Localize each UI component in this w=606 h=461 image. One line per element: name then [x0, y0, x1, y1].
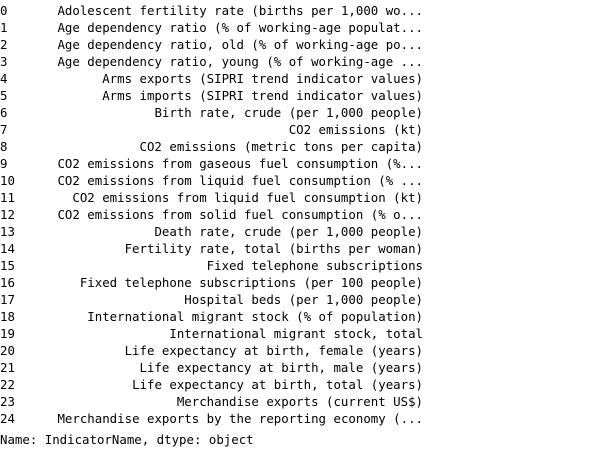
series-row: 6 Birth rate, crude (per 1,000 people) [0, 104, 606, 121]
row-value: Life expectancy at birth, male (years) [139, 360, 423, 375]
row-value: Life expectancy at birth, total (years) [132, 377, 423, 392]
series-row: 7 CO2 emissions (kt) [0, 121, 606, 138]
row-value: Age dependency ratio (% of working-age p… [57, 20, 423, 35]
row-index: 2 [0, 37, 8, 52]
row-value: Hospital beds (per 1,000 people) [184, 292, 423, 307]
row-value: Age dependency ratio, old (% of working-… [57, 37, 423, 52]
row-index: 18 [0, 309, 15, 324]
row-value: CO2 emissions (metric tons per capita) [139, 139, 423, 154]
row-value: Life expectancy at birth, female (years) [124, 343, 423, 358]
series-row: 15 Fixed telephone subscriptions [0, 257, 606, 274]
series-row: 5 Arms imports (SIPRI trend indicator val… [0, 87, 606, 104]
row-index: 3 [0, 54, 8, 69]
series-row: 8 CO2 emissions (metric tons per capita) [0, 138, 606, 155]
row-value: CO2 emissions from solid fuel consumptio… [57, 207, 423, 222]
row-index: 13 [0, 224, 15, 239]
row-index: 8 [0, 139, 8, 154]
row-index: 21 [0, 360, 15, 375]
row-value: International migrant stock (% of popula… [87, 309, 423, 324]
row-index: 0 [0, 3, 8, 18]
series-rows: 0 Adolescent fertility rate (births per 1… [0, 2, 606, 427]
series-row: 2 Age dependency ratio, old (% of working… [0, 36, 606, 53]
row-value: Fertility rate, total (births per woman) [124, 241, 423, 256]
row-value: Birth rate, crude (per 1,000 people) [154, 105, 423, 120]
row-value: CO2 emissions (kt) [288, 122, 423, 137]
row-value: Merchandise exports (current US$) [176, 394, 423, 409]
row-value: Arms exports (SIPRI trend indicator valu… [102, 71, 423, 86]
series-row: 12 CO2 emissions from solid fuel consumpt… [0, 206, 606, 223]
row-index: 5 [0, 88, 8, 103]
series-row: 4 Arms exports (SIPRI trend indicator val… [0, 70, 606, 87]
series-row: 18 International migrant stock (% of popu… [0, 308, 606, 325]
series-row: 19 International migrant stock, total [0, 325, 606, 342]
row-index: 1 [0, 20, 8, 35]
row-value: Merchandise exports by the reporting eco… [57, 411, 423, 426]
row-value: Adolescent fertility rate (births per 1,… [57, 3, 423, 18]
series-row: 14 Fertility rate, total (births per woma… [0, 240, 606, 257]
series-row: 20 Life expectancy at birth, female (year… [0, 342, 606, 359]
row-index: 22 [0, 377, 15, 392]
row-index: 23 [0, 394, 15, 409]
row-index: 19 [0, 326, 15, 341]
row-value: Fixed telephone subscriptions [206, 258, 423, 273]
series-row: 24 Merchandise exports by the reporting e… [0, 410, 606, 427]
series-footer: Name: IndicatorName, dtype: object [0, 432, 254, 447]
series-row: 23 Merchandise exports (current US$) [0, 393, 606, 410]
series-row: 3 Age dependency ratio, young (% of worki… [0, 53, 606, 70]
row-index: 6 [0, 105, 8, 120]
row-value: CO2 emissions from liquid fuel consumpti… [57, 173, 423, 188]
row-value: Arms imports (SIPRI trend indicator valu… [102, 88, 423, 103]
row-value: CO2 emissions from liquid fuel consumpti… [72, 190, 423, 205]
row-value: Fixed telephone subscriptions (per 100 p… [79, 275, 423, 290]
row-index: 20 [0, 343, 15, 358]
row-index: 14 [0, 241, 15, 256]
row-value: Death rate, crude (per 1,000 people) [154, 224, 423, 239]
series-row: 22 Life expectancy at birth, total (years… [0, 376, 606, 393]
row-index: 12 [0, 207, 15, 222]
series-row: 17 Hospital beds (per 1,000 people) [0, 291, 606, 308]
series-row: 21 Life expectancy at birth, male (years) [0, 359, 606, 376]
series-row: 1 Age dependency ratio (% of working-age … [0, 19, 606, 36]
row-index: 7 [0, 122, 8, 137]
series-row: 16 Fixed telephone subscriptions (per 100… [0, 274, 606, 291]
row-index: 4 [0, 71, 8, 86]
series-row: 0 Adolescent fertility rate (births per 1… [0, 2, 606, 19]
series-row: 11 CO2 emissions from liquid fuel consump… [0, 189, 606, 206]
row-index: 9 [0, 156, 8, 171]
series-row: 13 Death rate, crude (per 1,000 people) [0, 223, 606, 240]
row-value: International migrant stock, total [169, 326, 423, 341]
series-row: 9 CO2 emissions from gaseous fuel consump… [0, 155, 606, 172]
row-index: 10 [0, 173, 15, 188]
row-index: 15 [0, 258, 15, 273]
row-index: 11 [0, 190, 15, 205]
series-row: 10 CO2 emissions from liquid fuel consump… [0, 172, 606, 189]
row-value: Age dependency ratio, young (% of workin… [57, 54, 423, 69]
row-index: 24 [0, 411, 15, 426]
row-index: 16 [0, 275, 15, 290]
row-index: 17 [0, 292, 15, 307]
row-value: CO2 emissions from gaseous fuel consumpt… [57, 156, 423, 171]
